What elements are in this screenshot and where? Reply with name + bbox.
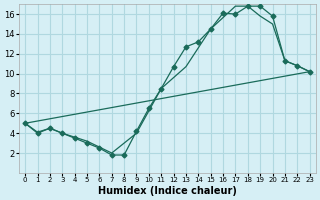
X-axis label: Humidex (Indice chaleur): Humidex (Indice chaleur) <box>98 186 237 196</box>
